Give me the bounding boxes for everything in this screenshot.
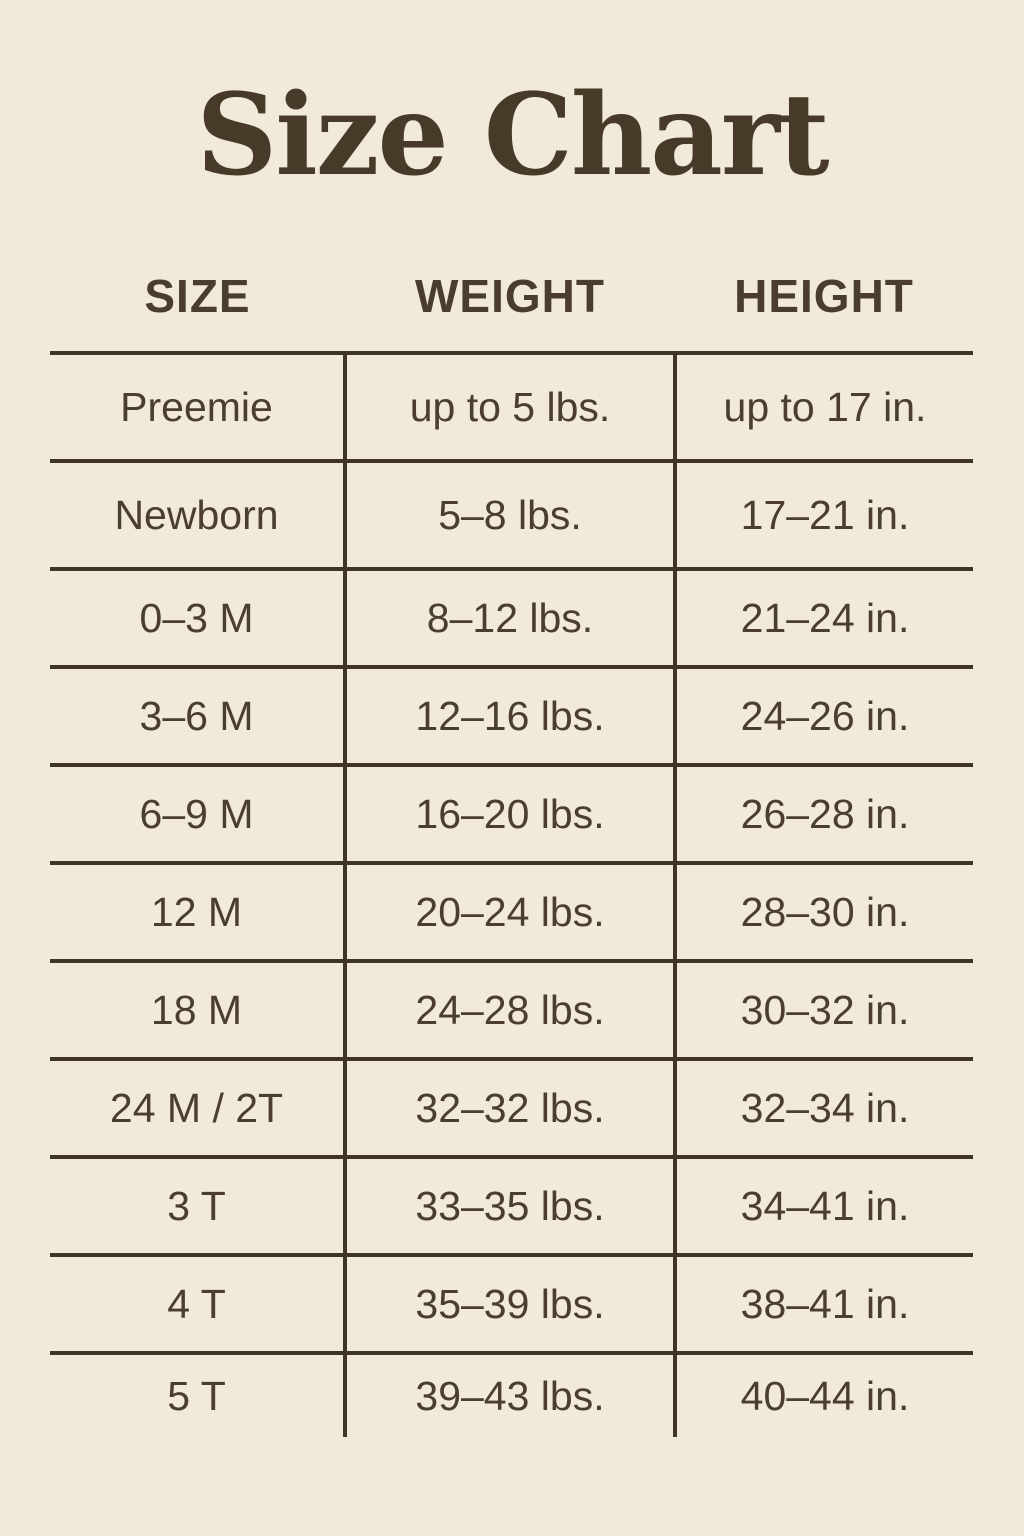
- table-cell: 32–34 in.: [673, 1059, 973, 1158]
- table-cell: 18 M: [150, 986, 243, 1033]
- size-table: Preemie up to 5 lbs. up to 17 in. Newbor…: [50, 351, 973, 1438]
- table-cell: Preemie: [120, 383, 273, 430]
- table-row: 3 T 33–35 lbs. 34–41 in.: [50, 1157, 973, 1256]
- table-cell: 24–28 lbs.: [343, 961, 675, 1060]
- table-cell: 8–12 lbs.: [343, 569, 675, 668]
- table-cell: 6–9 M: [139, 790, 254, 837]
- table-cell: 32–32 lbs.: [343, 1059, 675, 1158]
- table-row: 6–9 M 16–20 lbs. 26–28 in.: [50, 765, 973, 864]
- table-row: 24 M / 2T 32–32 lbs. 32–34 in.: [50, 1059, 973, 1158]
- table-row: 12 M 20–24 lbs. 28–30 in.: [50, 863, 973, 962]
- table-cell: 28–30 in.: [673, 863, 973, 962]
- column-header-weight: WEIGHT: [415, 270, 605, 323]
- table-header-row: SIZE WEIGHT HEIGHT: [50, 267, 973, 325]
- table-row: 5 T 39–43 lbs. 40–44 in.: [50, 1353, 973, 1438]
- table-cell: 24 M / 2T: [109, 1084, 284, 1131]
- table-cell: 0–3 M: [139, 594, 254, 641]
- table-row: 4 T 35–39 lbs. 38–41 in.: [50, 1255, 973, 1354]
- table-cell: 39–43 lbs.: [343, 1353, 675, 1438]
- table-cell: 21–24 in.: [673, 569, 973, 668]
- table-cell: 17–21 in.: [673, 461, 973, 570]
- table-row: Preemie up to 5 lbs. up to 17 in.: [50, 353, 973, 462]
- page-title: Size Chart: [196, 70, 829, 201]
- table-cell: Newborn: [114, 491, 279, 538]
- table-cell: 35–39 lbs.: [343, 1255, 675, 1354]
- column-header-size: SIZE: [144, 270, 251, 323]
- table-cell: 38–41 in.: [673, 1255, 973, 1354]
- table-cell: 5–8 lbs.: [343, 461, 675, 570]
- table-cell: 12–16 lbs.: [343, 667, 675, 766]
- table-cell: up to 17 in.: [673, 353, 973, 462]
- table-cell: 34–41 in.: [673, 1157, 973, 1256]
- table-cell: 5 T: [167, 1372, 226, 1419]
- table-cell: 33–35 lbs.: [343, 1157, 675, 1256]
- table-row: 18 M 24–28 lbs. 30–32 in.: [50, 961, 973, 1060]
- table-cell: 30–32 in.: [673, 961, 973, 1060]
- column-header-height: HEIGHT: [734, 270, 914, 323]
- table-row: 3–6 M 12–16 lbs. 24–26 in.: [50, 667, 973, 766]
- table-cell: 20–24 lbs.: [343, 863, 675, 962]
- table-cell: up to 5 lbs.: [343, 353, 675, 462]
- table-row: Newborn 5–8 lbs. 17–21 in.: [50, 461, 973, 570]
- table-cell: 12 M: [150, 888, 243, 935]
- table-cell: 3 T: [167, 1182, 226, 1229]
- table-cell: 24–26 in.: [673, 667, 973, 766]
- table-cell: 4 T: [167, 1280, 226, 1327]
- table-cell: 3–6 M: [139, 692, 254, 739]
- table-cell: 26–28 in.: [673, 765, 973, 864]
- table-cell: 16–20 lbs.: [343, 765, 675, 864]
- table-row: 0–3 M 8–12 lbs. 21–24 in.: [50, 569, 973, 668]
- table-cell: 40–44 in.: [673, 1353, 973, 1438]
